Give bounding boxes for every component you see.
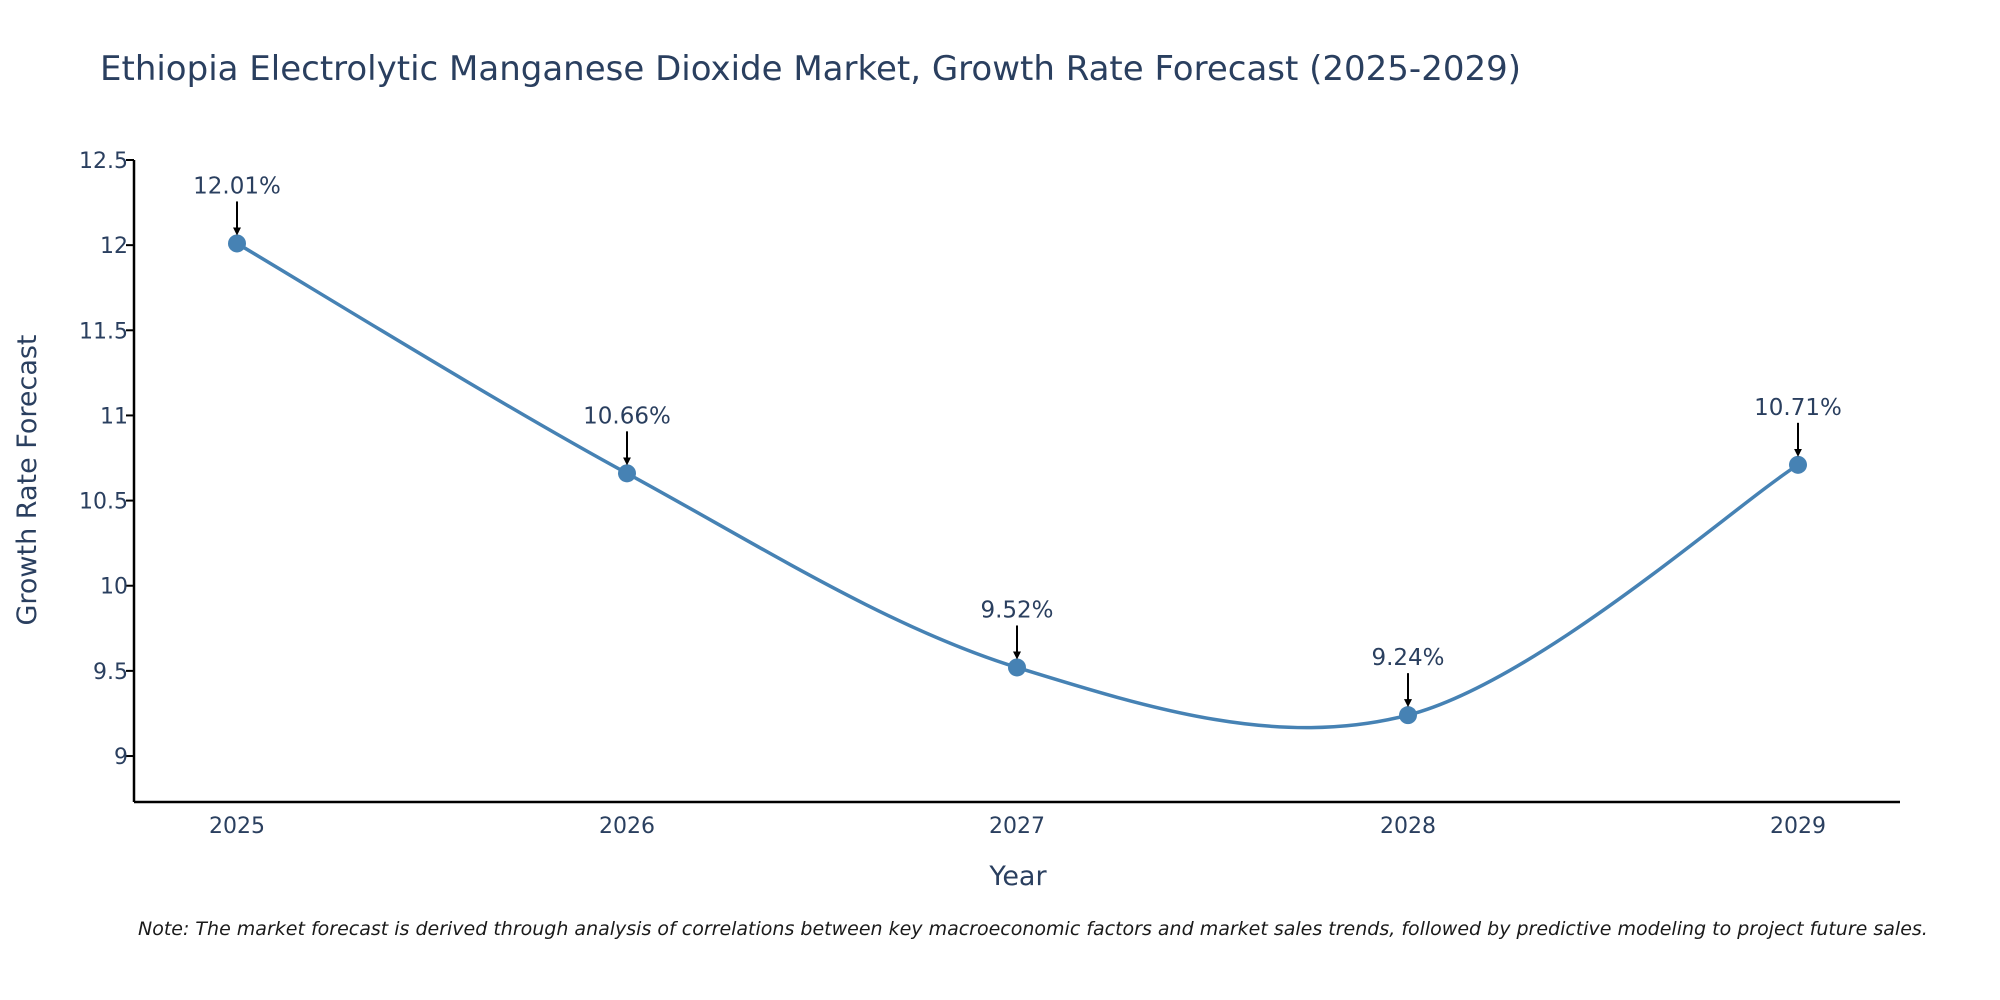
data-label: 12.01% — [193, 173, 281, 199]
data-label: 10.66% — [583, 403, 671, 429]
data-point — [1008, 658, 1026, 677]
data-label: 10.71% — [1754, 395, 1842, 421]
data-label: 9.24% — [1371, 645, 1444, 671]
x-tick-label: 2027 — [989, 814, 1045, 839]
x-tick-label: 2026 — [599, 814, 655, 839]
y-tick-label: 9.5 — [93, 660, 128, 685]
chart-title: Ethiopia Electrolytic Manganese Dioxide … — [100, 49, 1521, 89]
data-point — [618, 464, 636, 483]
footnote: Note: The market forecast is derived thr… — [138, 918, 1928, 940]
data-point — [1789, 455, 1807, 474]
y-tick-label: 12 — [100, 234, 128, 259]
y-tick-label: 11.5 — [79, 319, 128, 344]
y-tick-label: 10 — [100, 575, 128, 600]
data-label: 9.52% — [980, 597, 1053, 623]
x-tick-label: 2028 — [1380, 814, 1436, 839]
y-axis-title: Growth Rate Forecast — [12, 334, 43, 625]
x-tick-label: 2025 — [209, 814, 265, 839]
data-point — [228, 234, 246, 253]
y-tick-label: 12.5 — [79, 149, 128, 174]
y-tick-label: 11 — [100, 404, 128, 429]
data-point — [1399, 706, 1417, 725]
y-tick-label: 10.5 — [79, 490, 128, 515]
y-tick-label: 9 — [114, 745, 128, 770]
x-tick-label: 2029 — [1770, 814, 1826, 839]
x-axis-title: Year — [988, 861, 1047, 892]
